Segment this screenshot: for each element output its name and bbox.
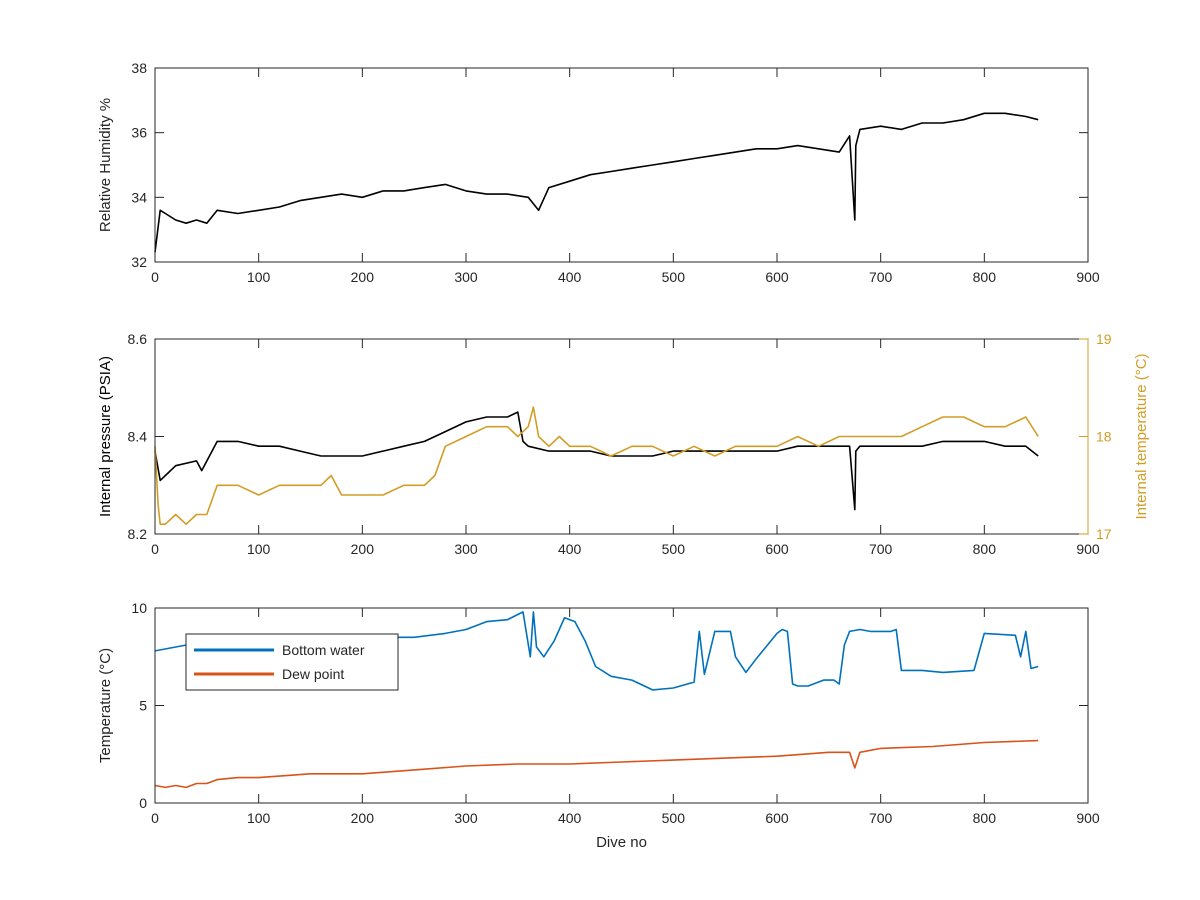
x-tick-label: 200: [351, 541, 375, 557]
x-tick-label: 600: [765, 810, 789, 826]
y2-tick-label: 17: [1096, 526, 1112, 542]
humidity-panel: 0 100 200 300 400 500 600 700 800 900 32 34 36 38 Rela…: [97, 60, 1100, 285]
x-tick-label: 700: [869, 541, 893, 557]
y-tick-label: 8.4: [128, 429, 148, 445]
y-tick-label: 32: [131, 254, 147, 270]
x-tick-label: 500: [662, 541, 686, 557]
y-tick-label: 0: [139, 795, 147, 811]
x-tick-label: 0: [151, 541, 159, 557]
x-tick-label: 700: [869, 269, 893, 285]
x-tick-label: 500: [662, 269, 686, 285]
y2-tick-label: 19: [1096, 331, 1112, 347]
x-tick-label: 600: [765, 541, 789, 557]
y-axis-label: Internal pressure (PSIA): [97, 356, 114, 517]
x-tick-label: 100: [247, 269, 271, 285]
series-line-1-1: [154, 406, 1039, 526]
x-tick-label: 100: [247, 541, 271, 557]
x-tick-label: 900: [1076, 269, 1100, 285]
x-tick-label: 0: [151, 810, 159, 826]
x-tick-label: 100: [247, 810, 271, 826]
axes-frame: [154, 338, 1089, 535]
x-tick-label: 800: [973, 541, 997, 557]
y-axis-label: Relative Humidity %: [97, 98, 114, 232]
y-axis-label: Temperature (°C): [97, 648, 114, 763]
y2-tick-label: 18: [1096, 429, 1112, 445]
x-tick-label: 700: [869, 810, 893, 826]
x-tick-label: 500: [662, 810, 686, 826]
y-tick-label: 34: [131, 189, 147, 205]
x-tick-label: 400: [558, 810, 582, 826]
y-tick-label: 8.2: [128, 526, 148, 542]
x-tick-label: 200: [351, 269, 375, 285]
x-tick-label: 400: [558, 541, 582, 557]
x-tick-label: 800: [973, 810, 997, 826]
y2-axis-label: Internal temperature (°C): [1133, 353, 1150, 519]
series-line-1-0: [154, 411, 1039, 511]
y-tick-label: 8.6: [128, 331, 148, 347]
x-tick-label: 900: [1076, 541, 1100, 557]
y-tick-label: 36: [131, 125, 147, 141]
legend-box: [185, 633, 399, 691]
x-tick-label: 200: [351, 810, 375, 826]
series-line-2-1: [154, 739, 1039, 789]
pressure-temperature-panel: 0 100 200 300 400 500 600 700 800 900 8.2 8.4 8.6 17 1…: [97, 331, 1150, 557]
axes-frame: [154, 67, 1089, 263]
y-tick-label: 5: [139, 698, 147, 714]
legend: Bottom water Dew point: [185, 633, 399, 691]
x-tick-label: 300: [454, 810, 478, 826]
temperature-panel: 0 100 200 300 400 500 600 700 800 900 0 5 10 Temperat…: [97, 600, 1100, 851]
x-tick-label: 600: [765, 269, 789, 285]
x-tick-label: 900: [1076, 810, 1100, 826]
legend-entry: Dew point: [282, 666, 344, 682]
x-tick-label: 300: [454, 541, 478, 557]
series-line-0-0: [154, 112, 1039, 253]
x-tick-label: 0: [151, 269, 159, 285]
x-tick-label: 400: [558, 269, 582, 285]
legend-entry: Bottom water: [282, 642, 365, 658]
x-tick-label: 800: [973, 269, 997, 285]
series-line-2-0: [154, 611, 1039, 691]
x-axis-label: Dive no: [596, 834, 647, 851]
y-tick-label: 10: [131, 600, 147, 616]
y-tick-label: 38: [131, 60, 147, 76]
x-tick-label: 300: [454, 269, 478, 285]
